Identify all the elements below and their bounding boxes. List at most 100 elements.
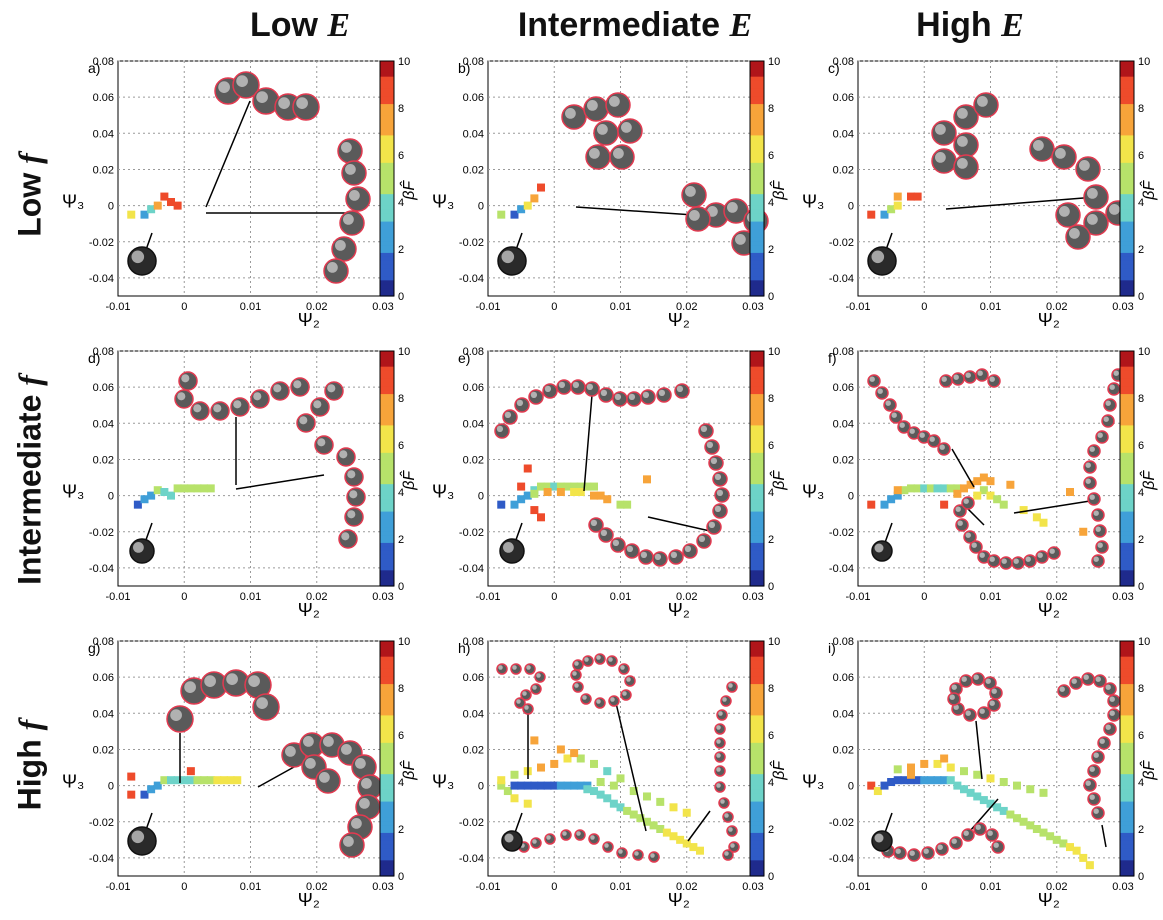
heatmap-cell [656, 825, 665, 833]
particle-highlight [596, 699, 601, 704]
y-tick-label: -0.04 [829, 273, 854, 285]
colorbar-segment [380, 546, 394, 552]
y-tick-label: 0.08 [833, 346, 854, 358]
particle-highlight [1093, 556, 1099, 562]
colorbar-segment [380, 770, 394, 775]
particle-highlight [600, 529, 608, 537]
particle-highlight [296, 97, 308, 109]
heatmap-cell [537, 513, 545, 522]
heatmap-cell [570, 482, 579, 491]
colorbar-segment [380, 245, 394, 250]
colorbar-segment [1120, 96, 1134, 101]
colorbar-segment [1120, 672, 1134, 677]
colorbar-segment [1120, 264, 1134, 270]
particle-highlight [313, 400, 322, 409]
particle-highlight [345, 164, 356, 175]
colorbar-segment [380, 868, 394, 873]
colorbar-segment [750, 370, 764, 376]
y-tick-label: 0.02 [93, 744, 114, 756]
y-tick-label: -0.02 [459, 237, 484, 249]
particle-highlight [1059, 206, 1070, 217]
y-tick-label: -0.02 [829, 527, 854, 539]
colorbar-segment [750, 429, 764, 434]
colorbar-segment [1120, 472, 1134, 477]
colorbar-tick-label: 2 [1138, 824, 1144, 836]
x-tick-label: -0.01 [105, 301, 130, 313]
particle-highlight [574, 683, 579, 688]
colorbar-segment [1120, 425, 1134, 430]
colorbar-segment [750, 178, 764, 184]
heatmap-cell [1013, 814, 1021, 823]
heatmap-cell [1006, 480, 1015, 489]
colorbar-segment [1120, 358, 1134, 364]
particle-highlight [991, 688, 997, 694]
heatmap-cell [510, 210, 519, 219]
heatmap-cell [907, 484, 915, 493]
colorbar-segment [380, 276, 394, 281]
particle-highlight [706, 441, 714, 449]
heatmap-cell [893, 491, 902, 500]
particle-highlight [1079, 160, 1090, 171]
colorbar-segment [1120, 527, 1134, 532]
heatmap-cell [920, 759, 929, 768]
colorbar-segment [380, 511, 394, 517]
connector-line [583, 394, 593, 492]
colorbar-label: βF̂ [768, 180, 788, 201]
colorbar-segment [380, 495, 394, 501]
particle-highlight [299, 416, 308, 425]
colorbar-segment [1120, 370, 1134, 376]
panel-label: g) [88, 640, 100, 656]
particle-highlight [1089, 494, 1095, 500]
heatmap-cell [907, 763, 915, 772]
panel-d: -0.01 0 0.01 0.02 0.03 -0.04 -0.02 0 0.02 0.04 0.0… [62, 346, 418, 620]
colorbar-segment [750, 766, 764, 771]
colorbar-segment [750, 546, 764, 552]
heatmap-cell [616, 803, 625, 812]
colorbar-segment [750, 64, 764, 70]
x-tick-label: 0.03 [742, 301, 763, 313]
x-axis-label: Ψ₂ [668, 600, 690, 620]
colorbar-label: βF̂ [398, 470, 418, 491]
heatmap-cell [147, 205, 156, 214]
colorbar-segment [750, 695, 764, 701]
heatmap-cell [127, 210, 136, 219]
colorbar-segment [380, 92, 394, 97]
colorbar-segment [750, 472, 764, 477]
colorbar-segment [750, 742, 764, 748]
colorbar-segment [750, 711, 764, 717]
colorbar-label: βF̂ [768, 470, 788, 491]
colorbar-segment [1120, 468, 1134, 474]
colorbar-tick-label: 2 [398, 244, 404, 256]
colorbar-tick-label: 0 [1138, 291, 1144, 303]
x-tick-label: 0.01 [240, 881, 261, 893]
heatmap-cell [960, 785, 968, 794]
panel-g: -0.01 0 0.01 0.02 0.03 -0.04 -0.02 0 0.02 0.04 0.0… [62, 636, 418, 910]
colorbar-segment [1120, 703, 1134, 709]
colorbar-segment [1120, 155, 1134, 160]
colorbar-segment [750, 202, 764, 207]
x-tick-label: 0.02 [676, 881, 697, 893]
heatmap-cell [497, 210, 506, 219]
y-tick-label: 0.04 [833, 418, 854, 430]
heatmap-cell [946, 763, 955, 772]
colorbar-segment [1120, 190, 1134, 195]
y-tick-label: 0.04 [463, 708, 484, 720]
colorbar-tick-label: 4 [768, 777, 774, 789]
colorbar-segment [1120, 374, 1134, 380]
heatmap-cell [1032, 513, 1041, 522]
colorbar-segment [380, 80, 394, 86]
colorbar-segment [1120, 460, 1134, 466]
colorbar-segment [380, 840, 394, 846]
colorbar-segment [1120, 789, 1134, 795]
colorbar-segment [750, 68, 764, 74]
particle-highlight [610, 697, 615, 702]
heatmap-cell [147, 785, 156, 794]
heatmap-cell [603, 767, 612, 776]
colorbar-segment [1120, 378, 1134, 383]
heatmap-cell [167, 776, 175, 785]
particle-highlight [131, 830, 145, 844]
colorbar-segment [1120, 715, 1134, 720]
colorbar-segment [1120, 864, 1134, 869]
particle-highlight [937, 844, 943, 850]
colorbar-segment [380, 644, 394, 650]
